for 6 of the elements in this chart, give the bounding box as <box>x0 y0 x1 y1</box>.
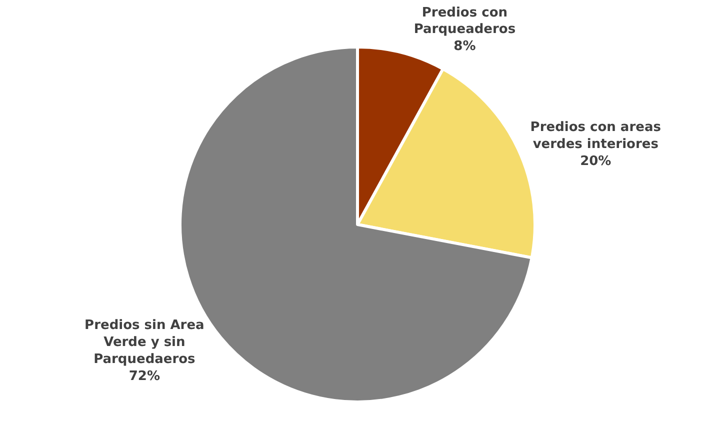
slice-label: Predios con areas verdes interiores <box>530 120 662 152</box>
data-label: 20% <box>580 154 612 169</box>
data-label: 72% <box>128 368 160 384</box>
data-label: 8% <box>454 39 476 54</box>
slice-label: Predios sin Area Verde y sin Parquedaeros <box>84 318 204 367</box>
slice-label: Predios con Parqueaderos <box>414 5 516 38</box>
